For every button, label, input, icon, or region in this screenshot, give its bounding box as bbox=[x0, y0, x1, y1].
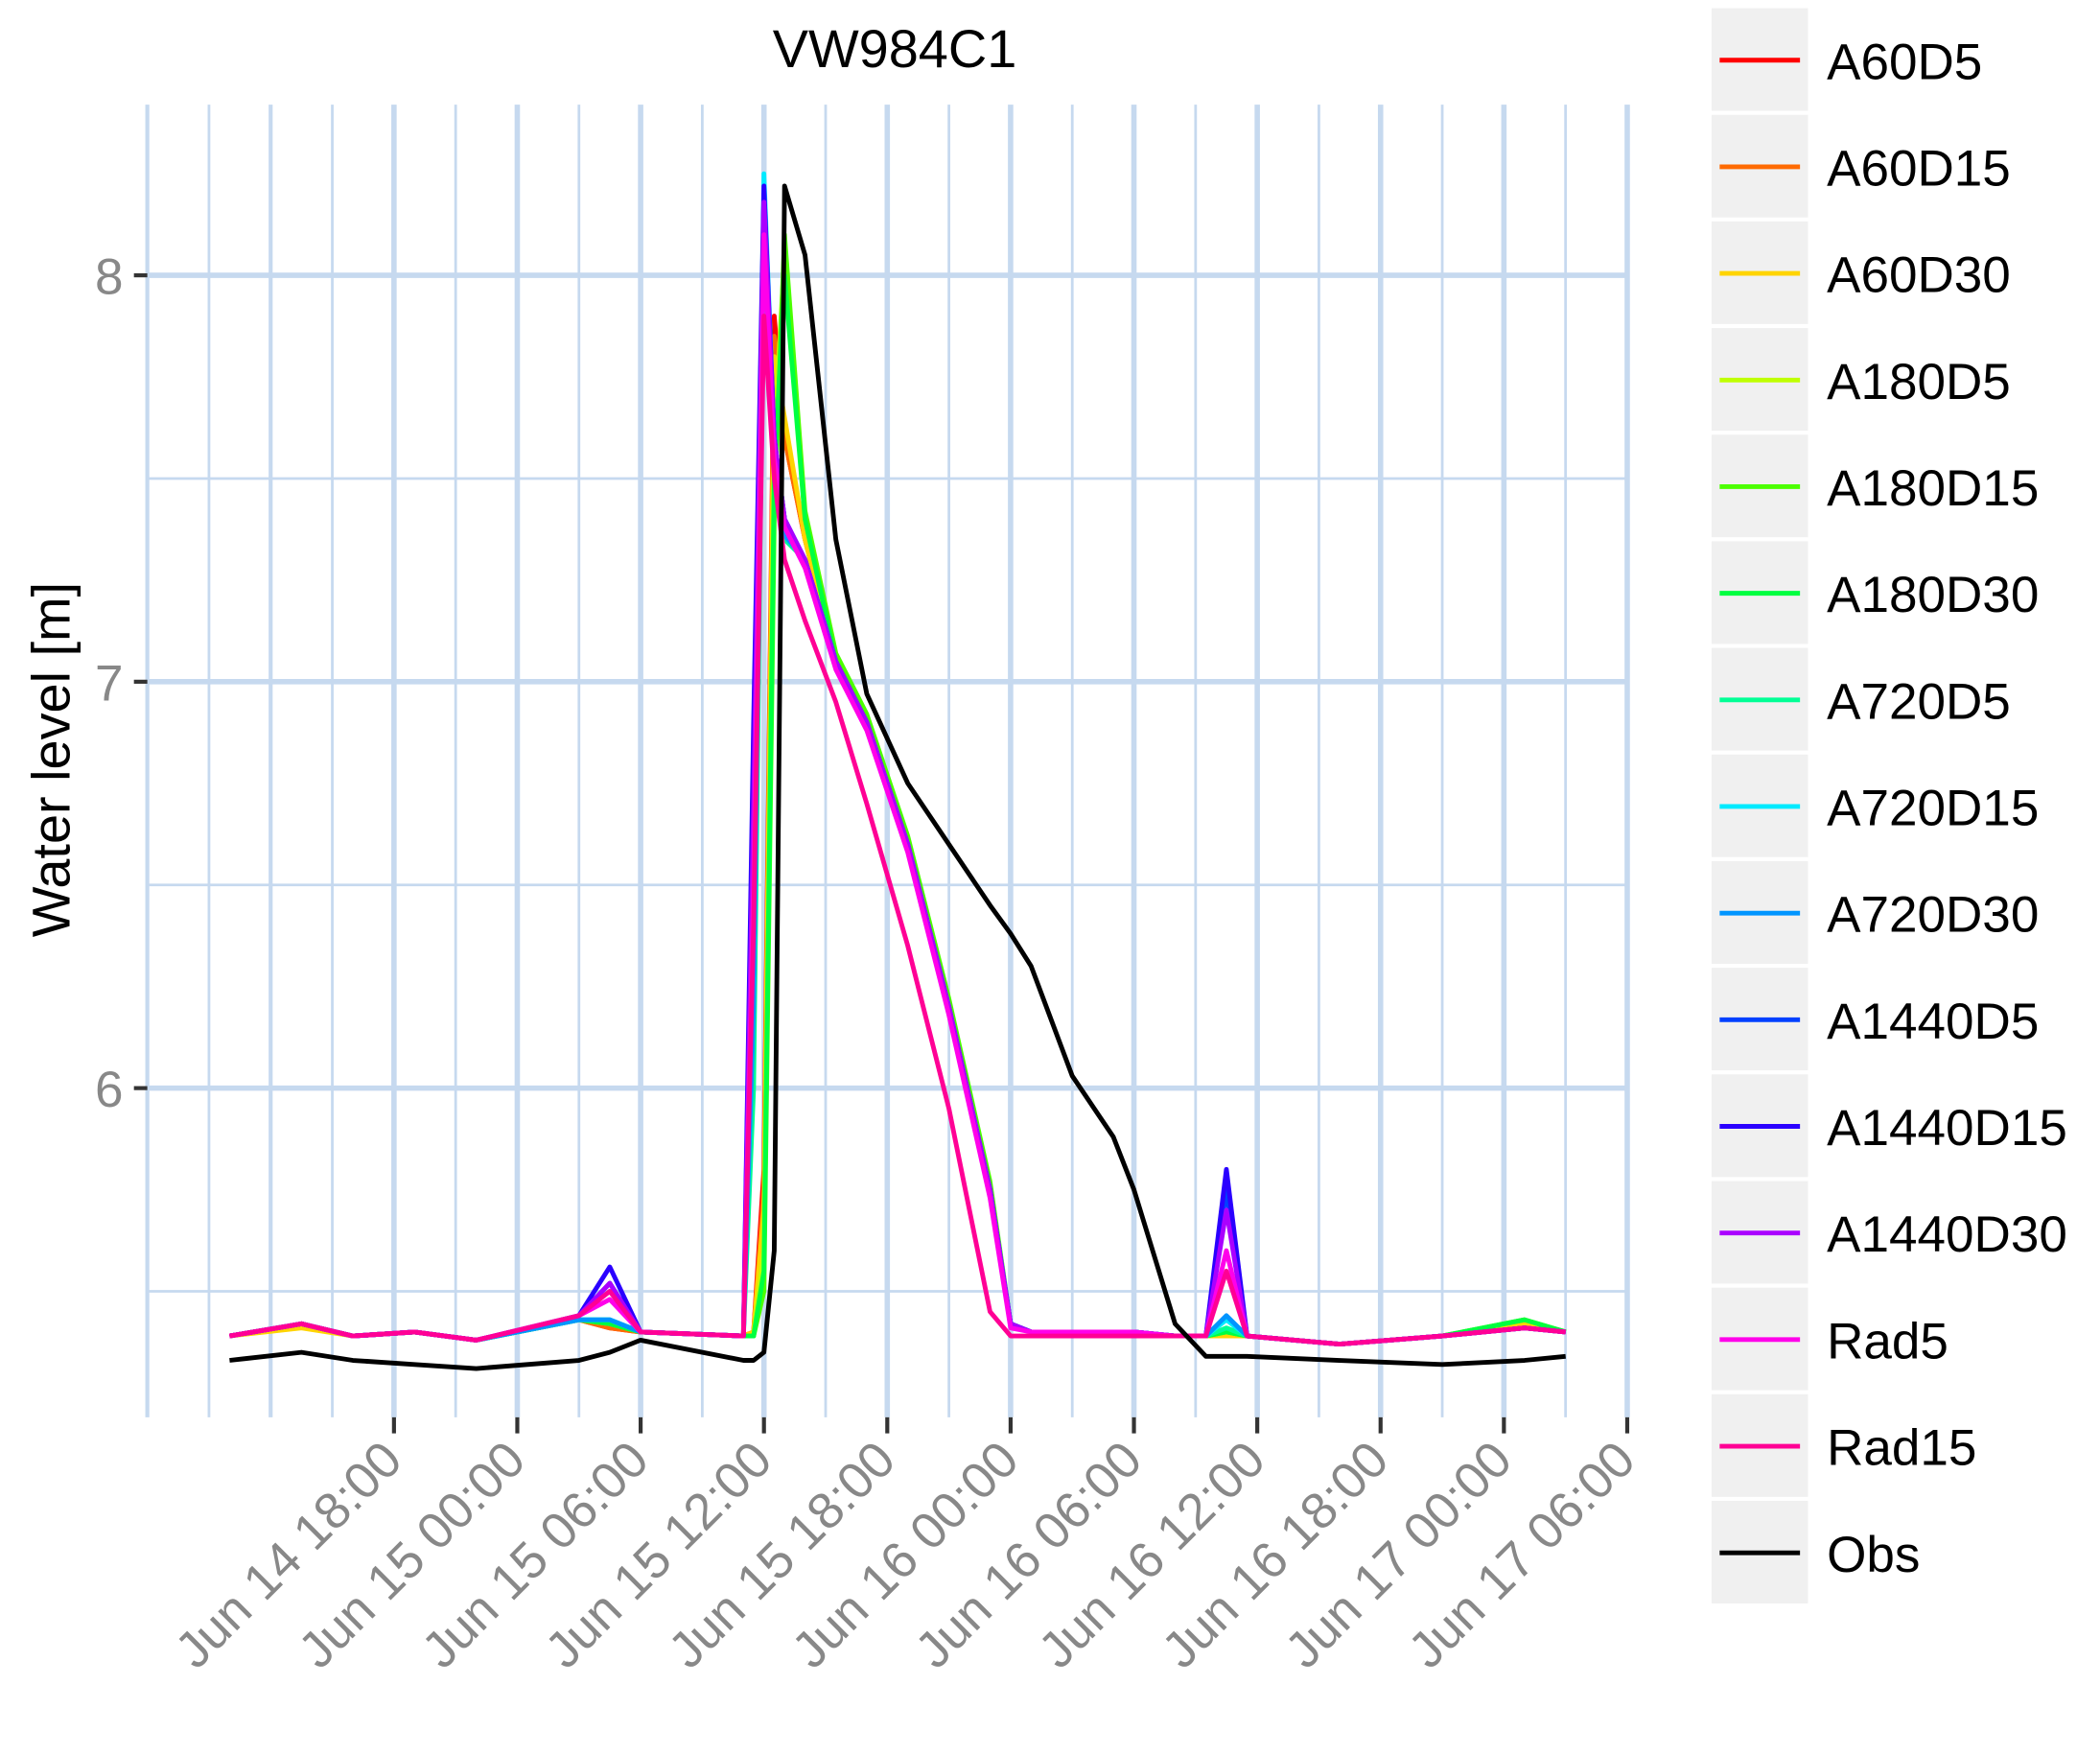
legend-label: A180D15 bbox=[1827, 460, 2039, 517]
legend-label: Obs bbox=[1827, 1527, 1920, 1583]
legend-label: A1440D30 bbox=[1827, 1206, 2067, 1263]
legend-label: A1440D5 bbox=[1827, 994, 2039, 1050]
legend-label: A1440D15 bbox=[1827, 1100, 2067, 1157]
legend-label: A720D15 bbox=[1827, 781, 2039, 837]
legend-label: A180D30 bbox=[1827, 567, 2039, 623]
y-tick-label: 8 bbox=[95, 249, 124, 306]
series-line bbox=[228, 314, 1566, 1347]
legend-label: A60D5 bbox=[1827, 34, 1982, 90]
legend-label: Rad5 bbox=[1827, 1313, 1948, 1369]
y-axis-label: Water level [m] bbox=[21, 582, 82, 937]
y-tick-label: 7 bbox=[95, 655, 124, 712]
legend-label: Rad15 bbox=[1827, 1420, 1976, 1477]
legend-label: A60D30 bbox=[1827, 247, 2011, 304]
legend-label: A720D30 bbox=[1827, 887, 2039, 944]
legend-label: A60D15 bbox=[1827, 140, 2011, 197]
series-line bbox=[229, 183, 1566, 1371]
chart-title: VW984C1 bbox=[773, 18, 1017, 79]
legend-label: A720D5 bbox=[1827, 673, 2011, 730]
y-tick-label: 6 bbox=[95, 1062, 124, 1118]
legend-label: A180D5 bbox=[1827, 354, 2011, 410]
